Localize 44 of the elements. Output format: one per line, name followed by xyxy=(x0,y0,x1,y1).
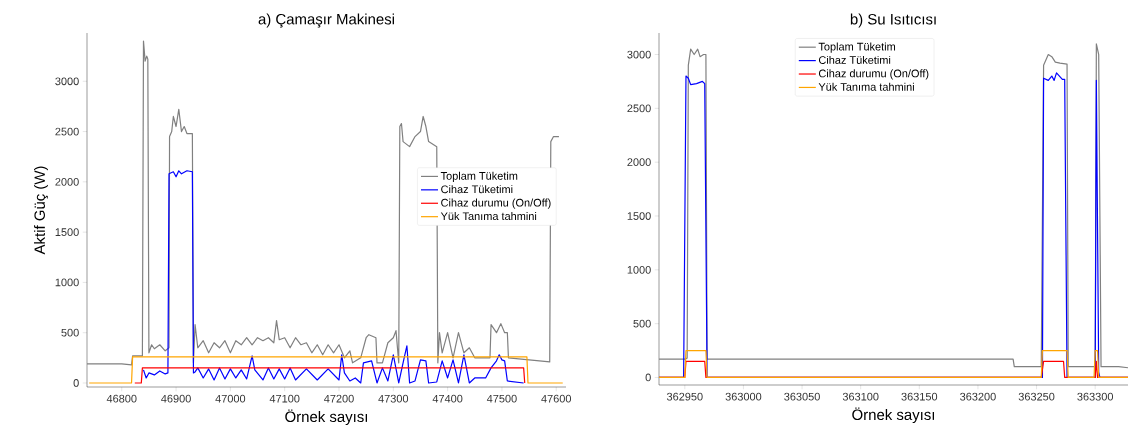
y-tick-label: 2000 xyxy=(627,158,651,167)
x-tick-label: 363150 xyxy=(901,392,938,401)
legend-label: Cihaz durumu (On/Off) xyxy=(818,69,929,80)
legend-label: Cihaz durumu (On/Off) xyxy=(441,198,551,209)
y-tick-label: 0 xyxy=(73,379,79,387)
y-tick-label: 2500 xyxy=(627,104,651,113)
x-tick-label: 47600 xyxy=(541,394,572,403)
y-tick-label: 500 xyxy=(633,319,651,328)
y-tick-label: 1500 xyxy=(55,228,79,237)
y-tick-label: 1500 xyxy=(627,212,651,220)
x-tick-label: 362950 xyxy=(666,392,703,401)
x-tick-label: 47300 xyxy=(378,394,409,403)
y-tick-label: 2500 xyxy=(55,127,79,136)
y-tick-label: 2000 xyxy=(55,177,79,186)
x-tick-label: 363250 xyxy=(1018,392,1055,401)
x-tick-label: 363100 xyxy=(842,392,879,401)
x-tick-label: 47000 xyxy=(215,394,246,403)
legend-label: Toplam Tüketim xyxy=(818,42,896,53)
y-tick-label: 1000 xyxy=(627,265,651,274)
x-axis-title: Örnek sayısı xyxy=(285,409,368,425)
x-tick-label: 47200 xyxy=(324,394,354,403)
x-tick-label: 363000 xyxy=(725,392,762,401)
x-tick-label: 47500 xyxy=(486,394,517,403)
y-tick-label: 3000 xyxy=(55,77,79,86)
y-axis-title: Aktif Güç (W) xyxy=(34,166,49,255)
chart-title: b) Su Isıtıcısı xyxy=(850,13,936,28)
x-tick-label: 47100 xyxy=(269,394,300,403)
chart-title: a) Çamaşır Makinesi xyxy=(258,13,394,28)
x-axis-title: Örnek sayısı xyxy=(852,407,935,423)
x-tick-label: 363300 xyxy=(1077,392,1114,401)
legend-label: Cihaz Tüketimi xyxy=(441,185,513,194)
x-tick-label: 363050 xyxy=(784,392,820,401)
legend-label: Toplam Tüketim xyxy=(440,171,518,182)
legend-label: Yük Tanıma tahmini xyxy=(818,82,914,91)
y-tick-label: 500 xyxy=(61,328,79,337)
x-tick-label: 47400 xyxy=(432,394,463,403)
legend-label: Yük Tanıma tahmini xyxy=(440,211,537,221)
y-tick-label: 1000 xyxy=(55,278,79,287)
legend-label: Cihaz Tüketimi xyxy=(818,55,891,64)
x-tick-label: 46800 xyxy=(106,394,137,403)
x-tick-label: 46900 xyxy=(161,394,191,403)
y-tick-label: 3000 xyxy=(627,50,651,59)
x-tick-label: 363200 xyxy=(960,392,996,401)
y-tick-label: 0 xyxy=(645,373,651,382)
